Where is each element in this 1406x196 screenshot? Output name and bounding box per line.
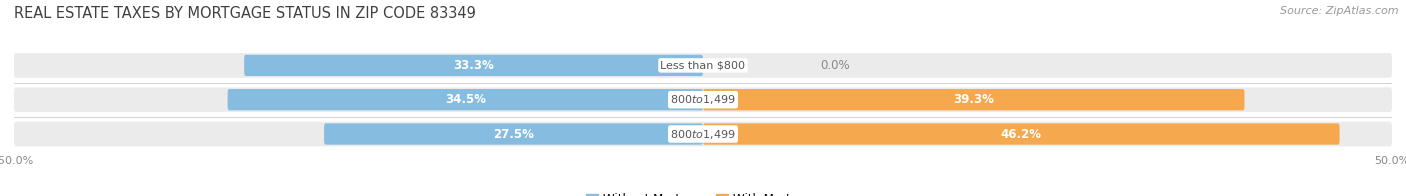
Text: 33.3%: 33.3%: [453, 59, 494, 72]
Text: 46.2%: 46.2%: [1001, 128, 1042, 141]
Text: $800 to $1,499: $800 to $1,499: [671, 93, 735, 106]
FancyBboxPatch shape: [323, 123, 703, 145]
Text: 34.5%: 34.5%: [444, 93, 486, 106]
FancyBboxPatch shape: [14, 87, 1392, 112]
Text: Source: ZipAtlas.com: Source: ZipAtlas.com: [1281, 6, 1399, 16]
Text: 39.3%: 39.3%: [953, 93, 994, 106]
Text: 27.5%: 27.5%: [494, 128, 534, 141]
Legend: Without Mortgage, With Mortgage: Without Mortgage, With Mortgage: [581, 188, 825, 196]
Text: $800 to $1,499: $800 to $1,499: [671, 128, 735, 141]
Text: REAL ESTATE TAXES BY MORTGAGE STATUS IN ZIP CODE 83349: REAL ESTATE TAXES BY MORTGAGE STATUS IN …: [14, 6, 477, 21]
FancyBboxPatch shape: [14, 122, 1392, 146]
Text: 0.0%: 0.0%: [820, 59, 849, 72]
FancyBboxPatch shape: [703, 123, 1340, 145]
FancyBboxPatch shape: [245, 55, 703, 76]
FancyBboxPatch shape: [14, 53, 1392, 78]
FancyBboxPatch shape: [703, 89, 1244, 110]
FancyBboxPatch shape: [228, 89, 703, 110]
Text: Less than $800: Less than $800: [661, 60, 745, 70]
